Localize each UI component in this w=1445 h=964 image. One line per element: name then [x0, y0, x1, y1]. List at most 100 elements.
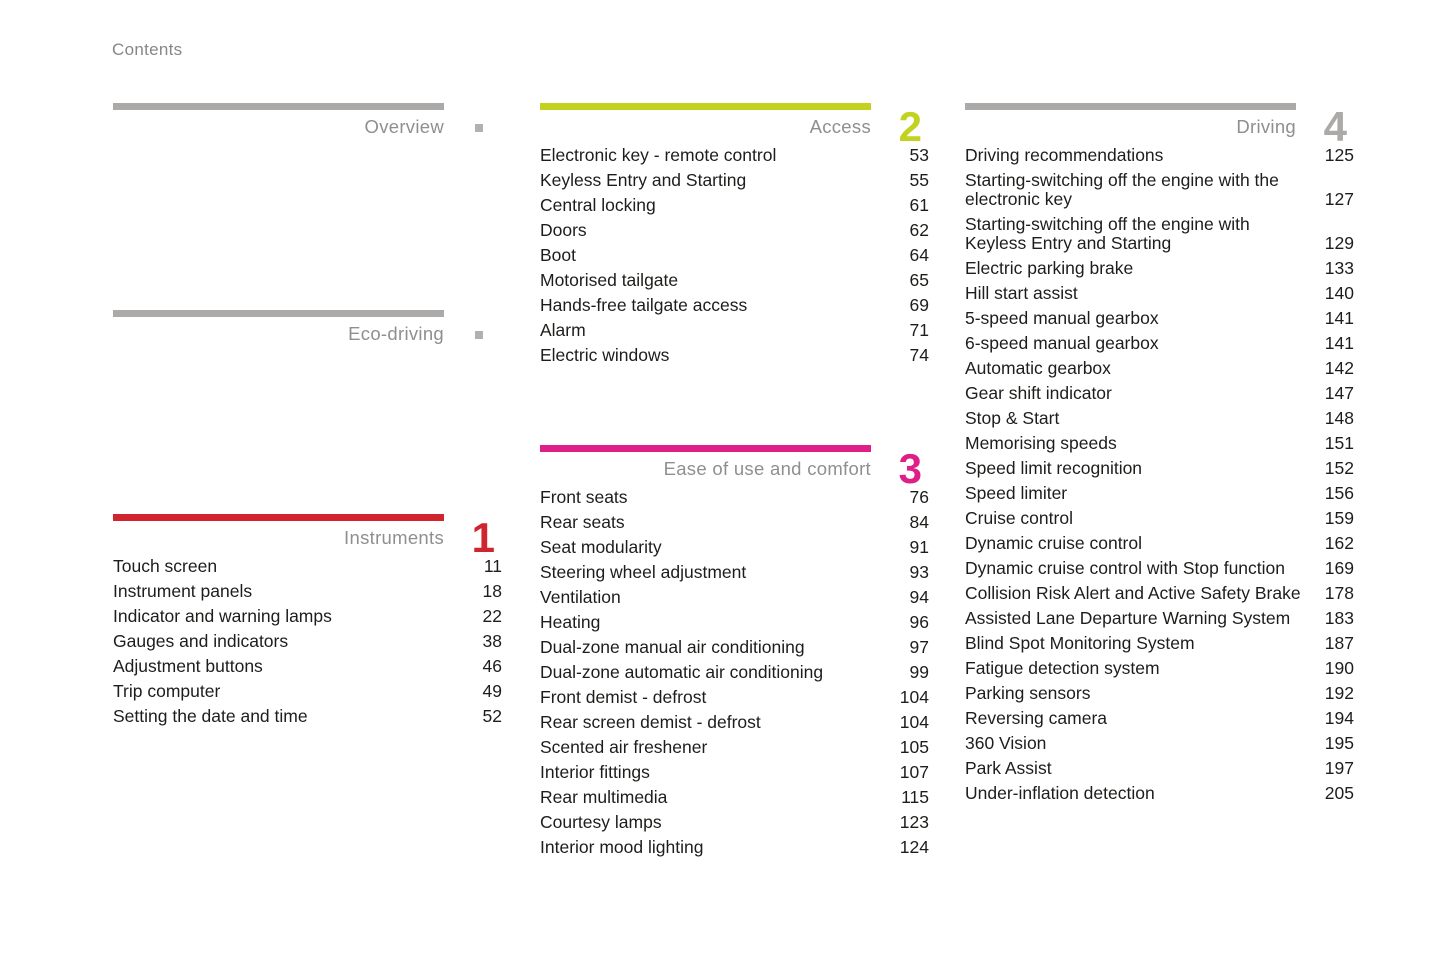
- toc-entry[interactable]: Seat modularity 91: [540, 538, 929, 557]
- toc-entry[interactable]: Doors 62: [540, 221, 929, 240]
- toc-entry[interactable]: Speed limit recognition 152: [965, 459, 1354, 478]
- toc-entry[interactable]: Dual-zone manual air conditioning 97: [540, 638, 929, 657]
- toc-entry[interactable]: Speed limiter 156: [965, 484, 1354, 503]
- section-item-list: Touch screen 11 Instrument panels 18 Ind…: [113, 554, 502, 726]
- toc-entry[interactable]: Boot 64: [540, 246, 929, 265]
- toc-entry[interactable]: Rear screen demist - defrost 104: [540, 713, 929, 732]
- toc-entry-label: Stop & Start: [965, 408, 1060, 428]
- toc-entry-label: Instrument panels: [113, 581, 253, 601]
- toc-entry[interactable]: Keyless Entry and Starting 55: [540, 171, 929, 190]
- toc-entry-label: Cruise control: [965, 508, 1073, 528]
- toc-entry[interactable]: Steering wheel adjustment 93: [540, 563, 929, 582]
- toc-entry-page-number: 97: [909, 637, 929, 657]
- toc-entry[interactable]: Parking sensors 192: [965, 684, 1354, 703]
- toc-entry[interactable]: Trip computer 49: [113, 682, 502, 701]
- toc-entry-page-number: 84: [909, 512, 929, 532]
- toc-entry[interactable]: Interior fittings 107: [540, 763, 929, 782]
- toc-entry[interactable]: Interior mood lighting 124: [540, 838, 929, 857]
- toc-entry[interactable]: Indicator and warning lamps 22: [113, 607, 502, 626]
- toc-entry[interactable]: Ventilation 94: [540, 588, 929, 607]
- toc-entry[interactable]: Fatigue detection system 190: [965, 659, 1354, 678]
- section-accent-bar: [540, 445, 871, 452]
- toc-entry[interactable]: Gear shift indicator 147: [965, 384, 1354, 403]
- toc-entry[interactable]: 5-speed manual gearbox 141: [965, 309, 1354, 328]
- toc-entry[interactable]: Motorised tailgate 65: [540, 271, 929, 290]
- toc-entry[interactable]: 6-speed manual gearbox 141: [965, 334, 1354, 353]
- toc-entry-page-number: 159: [1324, 508, 1354, 528]
- section-item-list: Front seats 76 Rear seats 84 Seat modula…: [540, 485, 929, 857]
- toc-entry[interactable]: Starting-switching off the engine with t…: [965, 171, 1354, 209]
- toc-entry-label: Courtesy lamps: [540, 812, 662, 832]
- toc-entry[interactable]: Rear seats 84: [540, 513, 929, 532]
- toc-entry-label: Fatigue detection system: [965, 658, 1160, 678]
- section-item-list: [113, 350, 502, 353]
- toc-entry[interactable]: Blind Spot Monitoring System 187: [965, 634, 1354, 653]
- toc-entry[interactable]: Stop & Start 148: [965, 409, 1354, 428]
- toc-entry-label: Assisted Lane Departure Warning System: [965, 608, 1291, 628]
- toc-entry-label: Indicator and warning lamps: [113, 606, 332, 626]
- toc-entry[interactable]: Central locking 61: [540, 196, 929, 215]
- toc-entry-label: Speed limit recognition: [965, 458, 1143, 478]
- section-eco-driving: Eco-driving: [113, 310, 502, 353]
- toc-entry-page-number: 124: [899, 837, 929, 857]
- section-title: Ease of use and comfort: [663, 458, 871, 479]
- toc-entry-label: Motorised tailgate: [540, 270, 679, 290]
- toc-entry-page-number: 61: [909, 195, 929, 215]
- toc-entry-label: Dual-zone manual air conditioning: [540, 637, 805, 657]
- toc-entry[interactable]: Alarm 71: [540, 321, 929, 340]
- toc-entry[interactable]: Dynamic cruise control 162: [965, 534, 1354, 553]
- toc-entry[interactable]: Adjustment buttons 46: [113, 657, 502, 676]
- toc-entry-label: Dual-zone automatic air conditioning: [540, 662, 824, 682]
- toc-entry-page-number: 190: [1324, 658, 1354, 678]
- toc-entry[interactable]: 360 Vision 195: [965, 734, 1354, 753]
- toc-entry[interactable]: Setting the date and time 52: [113, 707, 502, 726]
- toc-entry[interactable]: Scented air freshener 105: [540, 738, 929, 757]
- toc-entry-page-number: 141: [1324, 308, 1354, 328]
- toc-entry[interactable]: Front seats 76: [540, 488, 929, 507]
- toc-entry[interactable]: Courtesy lamps 123: [540, 813, 929, 832]
- toc-entry[interactable]: Dual-zone automatic air conditioning 99: [540, 663, 929, 682]
- toc-entry[interactable]: Collision Risk Alert and Active Safety B…: [965, 584, 1354, 603]
- toc-entry[interactable]: Hands-free tailgate access 69: [540, 296, 929, 315]
- toc-entry[interactable]: Assisted Lane Departure Warning System 1…: [965, 609, 1354, 628]
- toc-entry-page-number: 197: [1324, 758, 1354, 778]
- toc-entry[interactable]: Touch screen 11: [113, 557, 502, 576]
- toc-entry[interactable]: Hill start assist 140: [965, 284, 1354, 303]
- toc-entry-page-number: 53: [909, 145, 929, 165]
- toc-entry-label: Under-inflation detection: [965, 783, 1155, 803]
- toc-entry[interactable]: Cruise control 159: [965, 509, 1354, 528]
- toc-entry-label: Electric windows: [540, 345, 670, 365]
- toc-entry[interactable]: Memorising speeds 151: [965, 434, 1354, 453]
- section-instruments: Instruments 1 Touch screen 11 Instrument…: [113, 514, 502, 732]
- toc-entry[interactable]: Instrument panels 18: [113, 582, 502, 601]
- toc-entry-label: Blind Spot Monitoring System: [965, 633, 1195, 653]
- toc-entry-label: Memorising speeds: [965, 433, 1117, 453]
- toc-entry[interactable]: Front demist - defrost 104: [540, 688, 929, 707]
- toc-entry-label: Ventilation: [540, 587, 621, 607]
- toc-entry-page-number: 46: [482, 656, 502, 676]
- toc-entry[interactable]: Heating 96: [540, 613, 929, 632]
- toc-entry-page-number: 148: [1324, 408, 1354, 428]
- toc-entry-label: Starting-switching off the engine with K…: [965, 214, 1250, 253]
- toc-entry-label: Front demist - defrost: [540, 687, 707, 707]
- toc-entry[interactable]: Automatic gearbox 142: [965, 359, 1354, 378]
- toc-entry[interactable]: Dynamic cruise control with Stop functio…: [965, 559, 1354, 578]
- toc-entry[interactable]: Under-inflation detection 205: [965, 784, 1354, 803]
- toc-entry[interactable]: Park Assist 197: [965, 759, 1354, 778]
- toc-entry[interactable]: Starting-switching off the engine with K…: [965, 215, 1354, 253]
- toc-entry-label: Electronic key - remote control: [540, 145, 777, 165]
- toc-entry[interactable]: Rear multimedia 115: [540, 788, 929, 807]
- toc-entry[interactable]: Electric windows 74: [540, 346, 929, 365]
- toc-entry[interactable]: Electric parking brake 133: [965, 259, 1354, 278]
- section-header: Eco-driving: [113, 310, 502, 350]
- toc-entry-label: Heating: [540, 612, 601, 632]
- toc-entry[interactable]: Reversing camera 194: [965, 709, 1354, 728]
- section-accent-bar: [113, 103, 444, 110]
- toc-entry[interactable]: Electronic key - remote control 53: [540, 146, 929, 165]
- toc-entry[interactable]: Driving recommendations 125: [965, 146, 1354, 165]
- section-title: Driving: [1236, 116, 1296, 137]
- section-accent-bar: [113, 514, 444, 521]
- toc-entry[interactable]: Gauges and indicators 38: [113, 632, 502, 651]
- toc-entry-label: Trip computer: [113, 681, 221, 701]
- toc-entry-label: Dynamic cruise control: [965, 533, 1142, 553]
